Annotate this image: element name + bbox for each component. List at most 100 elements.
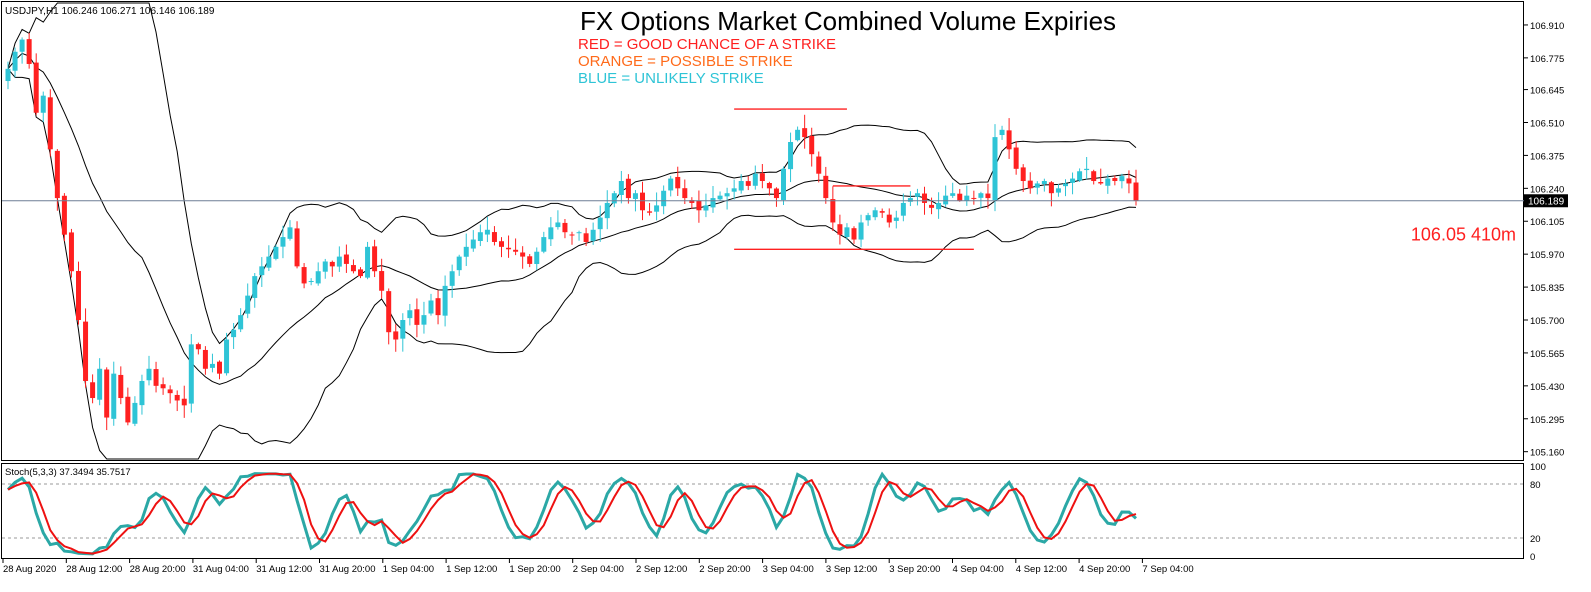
- price-tick-label: 105.160: [1530, 448, 1564, 459]
- candle-body: [252, 276, 258, 298]
- candle-body: [879, 211, 885, 213]
- candle-body: [83, 321, 89, 381]
- stoch-tick-label: 100: [1530, 462, 1546, 473]
- stoch-tick-label: 0: [1530, 552, 1535, 563]
- time-tick-label: 2 Sep 12:00: [636, 564, 687, 575]
- bollinger-middle: [7, 52, 1137, 385]
- candle-body: [287, 227, 293, 239]
- candle-body: [816, 156, 822, 174]
- candle-body: [491, 232, 497, 242]
- bollinger-bands: [7, 2, 1137, 460]
- candle-body: [1126, 178, 1132, 184]
- candlesticks: [5, 32, 1139, 431]
- candle-body: [1098, 182, 1104, 184]
- price-tick-label: 105.700: [1530, 316, 1564, 327]
- candle-body: [484, 229, 490, 235]
- candle-body: [1041, 181, 1047, 185]
- candle-body: [611, 193, 617, 204]
- candle-body: [992, 137, 998, 201]
- candle-body: [372, 246, 378, 272]
- stoch-panel-frame: [1, 463, 1524, 559]
- candle-body: [104, 369, 110, 418]
- candle-body: [1020, 167, 1026, 182]
- candle-body: [1119, 176, 1125, 182]
- candle-body: [1063, 183, 1068, 187]
- candle-body: [231, 329, 237, 338]
- candle-body: [47, 97, 53, 150]
- candle-body: [752, 173, 758, 186]
- time-tick-label: 28 Aug 12:00: [66, 564, 122, 575]
- candle-body: [1091, 171, 1097, 182]
- candle-body: [1006, 130, 1012, 150]
- current-price-label: 106.189: [1528, 196, 1565, 207]
- stoch-indicator-label: Stoch(5,3,3) 37.3494 35.7517: [5, 467, 131, 478]
- price-tick-label: 105.835: [1530, 283, 1564, 294]
- chart-title: FX Options Market Combined Volume Expiri…: [580, 6, 1116, 36]
- price-tick-label: 106.375: [1530, 151, 1564, 162]
- candle-body: [625, 178, 631, 199]
- candle-body: [301, 267, 307, 284]
- candle-body: [689, 200, 695, 203]
- candle-body: [238, 315, 244, 330]
- time-tick-label: 28 Aug 2020: [3, 564, 56, 575]
- candle-body: [477, 232, 483, 241]
- candle-body: [562, 222, 568, 233]
- expiry-annotation: 106.05 410m: [1411, 225, 1516, 245]
- candle-body: [929, 204, 935, 208]
- candle-body: [576, 232, 582, 234]
- candle-body: [647, 211, 653, 213]
- candle-body: [922, 193, 927, 203]
- candle-body: [54, 150, 60, 199]
- time-tick-label: 1 Sep 20:00: [509, 564, 560, 575]
- price-tick-label: 106.240: [1530, 184, 1564, 195]
- candle-body: [40, 95, 46, 113]
- candle-body: [61, 195, 67, 235]
- current-price-box: [1524, 194, 1568, 208]
- time-axis: 28 Aug 2020 28 Aug 12:00 28 Aug 20:00 31 Au…: [2, 559, 1194, 575]
- candle-body: [717, 195, 723, 200]
- candle-body: [202, 349, 208, 369]
- candle-body: [788, 141, 794, 170]
- candle-body: [435, 298, 441, 316]
- candle-body: [555, 222, 561, 228]
- legend-note: BLUE = UNLIKELY STRIKE: [578, 70, 764, 87]
- price-tick-label: 106.775: [1530, 54, 1564, 65]
- candle-body: [118, 374, 124, 399]
- time-tick-label: 28 Aug 20:00: [130, 564, 186, 575]
- candle-body: [795, 129, 801, 141]
- candle-body: [950, 193, 956, 196]
- candle-body: [167, 389, 173, 394]
- candle-body: [520, 252, 526, 257]
- candle-body: [1077, 171, 1083, 181]
- legend-note: ORANGE = POSSIBLE STRIKE: [578, 53, 793, 70]
- time-tick-label: 2 Sep 20:00: [699, 564, 750, 575]
- price-tick-label: 106.105: [1530, 217, 1564, 228]
- candle-body: [978, 193, 984, 198]
- candle-body: [386, 291, 392, 333]
- candle-body: [675, 176, 681, 189]
- candle-body: [886, 214, 892, 223]
- candle-body: [1105, 178, 1111, 186]
- candle-body: [365, 246, 371, 278]
- candle-body: [181, 398, 187, 406]
- candle-body: [703, 205, 709, 211]
- candle-body: [294, 228, 300, 267]
- candle-body: [33, 62, 39, 113]
- candle-body: [393, 331, 399, 340]
- candle-body: [463, 246, 469, 257]
- candle-body: [146, 368, 152, 381]
- price-axis: 106.910 106.775 106.645 106.510 106.375 106.2…: [1524, 21, 1564, 459]
- candle-body: [76, 270, 81, 321]
- candle-body: [548, 227, 554, 240]
- candle-body: [837, 224, 843, 235]
- candle-body: [844, 227, 850, 238]
- candle-body: [90, 382, 96, 399]
- candle-body: [273, 246, 279, 259]
- candle-body: [322, 261, 328, 272]
- time-tick-label: 2 Sep 04:00: [573, 564, 624, 575]
- candle-body: [583, 233, 589, 242]
- stochastic-lines: [6, 471, 1138, 556]
- candle-body: [1084, 168, 1090, 171]
- candle-body: [442, 285, 448, 316]
